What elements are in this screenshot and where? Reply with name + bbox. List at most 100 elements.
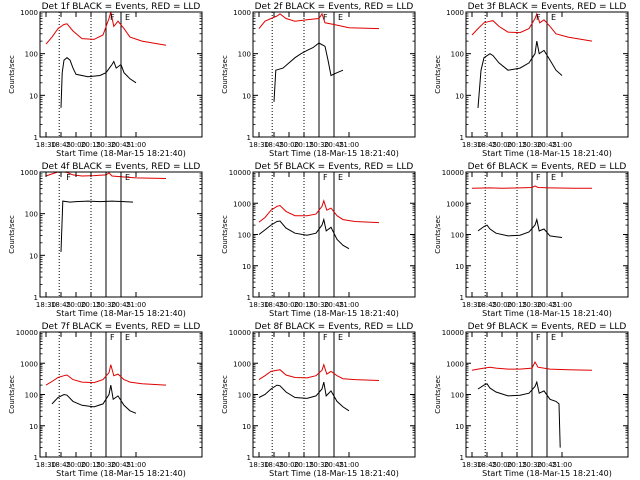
series-line-events — [477, 380, 561, 448]
y-tick-label: 10000 — [16, 329, 38, 337]
x-tick-label: 21:00 — [552, 301, 572, 309]
chart-title: Det 2f BLACK = Events, RED = LLD — [255, 2, 414, 12]
series-line-events — [51, 385, 137, 414]
series-line-events — [258, 217, 350, 250]
series-line-events — [258, 381, 350, 412]
y-tick-label: 1000 — [233, 360, 251, 368]
chart-title: Det 9f BLACK = Events, RED = LLD — [468, 322, 627, 332]
y-tick-label: 10000 — [442, 169, 464, 177]
x-tick-label: 20:15 — [81, 301, 101, 309]
marker-e: E — [338, 13, 343, 22]
chart-title: Det 6f BLACK = Events, RED = LLD — [468, 162, 627, 172]
marker-f: F — [323, 13, 328, 22]
y-tick-label: 10 — [455, 263, 464, 271]
marker-e: E — [551, 333, 556, 342]
x-tick-label: 21:00 — [339, 301, 359, 309]
x-tick-label: 18:30 — [462, 301, 482, 309]
marker-f: F — [110, 333, 115, 342]
x-tick-label: 20:15 — [294, 461, 314, 469]
y-tick-label: 1000 — [446, 360, 464, 368]
series-line-events — [273, 42, 344, 102]
y-tick-label: 1 — [34, 294, 38, 302]
x-tick-label: 20:45 — [324, 301, 344, 309]
x-tick-label: 21:00 — [126, 301, 146, 309]
x-tick-label: 20:30 — [522, 301, 542, 309]
marker-e: E — [125, 173, 130, 182]
x-tick-label: 20:15 — [294, 301, 314, 309]
y-tick-label: 10 — [242, 423, 251, 431]
x-tick-label: 20:30 — [522, 461, 542, 469]
x-tick-label: 20:45 — [111, 461, 131, 469]
x-axis-label: Start Time (18-Mar-15 18:21:40) — [482, 309, 612, 318]
x-tick-label: 21:00 — [126, 141, 146, 149]
x-tick-label: 18:45 — [477, 141, 497, 149]
x-tick-label: 18:30 — [36, 461, 56, 469]
y-axis-label: Counts/sec — [434, 375, 442, 414]
marker-f: F — [536, 333, 541, 342]
x-tick-label: 20:45 — [324, 461, 344, 469]
y-axis-label: Counts/sec — [434, 55, 442, 94]
y-tick-label: 1 — [34, 134, 38, 142]
series-line-events — [477, 41, 563, 108]
x-axis-label: Start Time (18-Mar-15 18:21:40) — [56, 149, 186, 158]
x-axis-label: Start Time (18-Mar-15 18:21:40) — [56, 469, 186, 478]
x-tick-label: 20:30 — [309, 301, 329, 309]
x-tick-label: 20:30 — [522, 141, 542, 149]
series-line-events — [477, 217, 563, 238]
x-tick-label: 20:15 — [294, 141, 314, 149]
marker-e: E — [338, 333, 343, 342]
marker-f: F — [536, 13, 541, 22]
y-tick-label: 1000 — [233, 200, 251, 208]
x-tick-label: 20:00 — [66, 461, 86, 469]
x-tick-label: 20:30 — [309, 461, 329, 469]
y-tick-label: 10000 — [229, 169, 251, 177]
x-tick-label: 20:45 — [111, 301, 131, 309]
chart-title: Det 5f BLACK = Events, RED = LLD — [255, 162, 414, 172]
chart-title: Det 7f BLACK = Events, RED = LLD — [42, 322, 201, 332]
series-line-lld — [471, 185, 592, 189]
x-tick-label: 20:00 — [492, 141, 512, 149]
y-tick-label: 1000 — [446, 9, 464, 17]
x-tick-label: 20:15 — [507, 301, 527, 309]
y-tick-label: 1 — [247, 134, 251, 142]
x-tick-label: 21:00 — [126, 461, 146, 469]
x-tick-label: 20:00 — [279, 141, 299, 149]
series-line-lld — [471, 12, 593, 42]
y-axis-label: Counts/sec — [434, 215, 442, 254]
marker-f: F — [110, 13, 115, 22]
y-tick-label: 100 — [451, 51, 464, 59]
y-tick-label: 10 — [242, 92, 251, 100]
y-tick-label: 1 — [247, 294, 251, 302]
y-tick-label: 100 — [238, 392, 251, 400]
x-tick-label: 20:45 — [537, 141, 557, 149]
series-line-lld — [45, 364, 167, 386]
marker-e: E — [338, 173, 343, 182]
x-tick-label: 20:45 — [111, 141, 131, 149]
y-tick-label: 1 — [460, 134, 464, 142]
y-tick-label: 10 — [242, 263, 251, 271]
x-tick-label: 20:15 — [507, 461, 527, 469]
y-axis-label: Counts/sec — [221, 55, 229, 94]
x-tick-label: 20:45 — [324, 141, 344, 149]
y-tick-label: 10 — [455, 92, 464, 100]
x-tick-label: 18:45 — [51, 301, 71, 309]
x-tick-label: 18:30 — [249, 301, 269, 309]
y-tick-label: 10 — [29, 252, 38, 260]
y-tick-label: 100 — [25, 392, 38, 400]
y-tick-label: 100 — [25, 211, 38, 219]
y-tick-label: 10 — [29, 423, 38, 431]
marker-e: E — [125, 333, 130, 342]
x-tick-label: 20:15 — [507, 141, 527, 149]
x-tick-label: 20:00 — [279, 461, 299, 469]
y-tick-label: 100 — [451, 392, 464, 400]
y-tick-label: 1000 — [20, 360, 38, 368]
marker-f: F — [323, 333, 328, 342]
y-tick-label: 1000 — [20, 9, 38, 17]
marker-f: F — [323, 173, 328, 182]
x-axis-label: Start Time (18-Mar-15 18:21:40) — [269, 149, 399, 158]
